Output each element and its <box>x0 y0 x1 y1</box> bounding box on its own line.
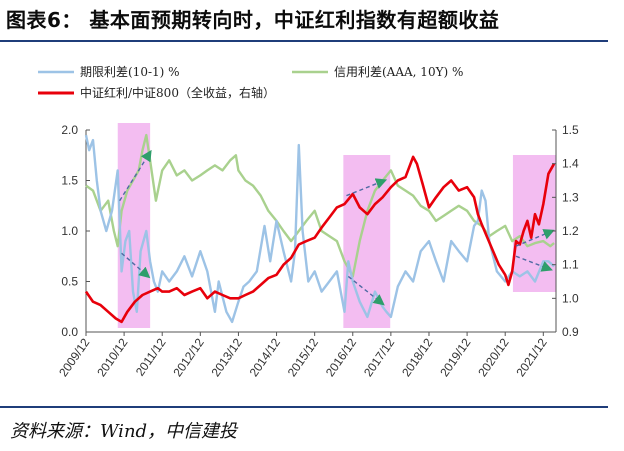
x-tick-label: 2017/12 <box>361 335 398 379</box>
legend-label: 中证红利/中证800（全收益，右轴） <box>80 85 275 100</box>
x-tick-label: 2012/12 <box>170 335 207 379</box>
x-tick-label: 2009/12 <box>56 335 93 379</box>
x-tick-label: 2018/12 <box>399 335 436 379</box>
x-tick-label: 2011/12 <box>133 335 169 378</box>
x-tick-label: 2021/12 <box>513 335 550 379</box>
right-tick-label: 1.3 <box>562 190 579 204</box>
right-tick-label: 0.9 <box>562 325 579 339</box>
title-rule <box>0 40 608 42</box>
legend-label: 信用利差(AAA, 10Y) % <box>334 65 463 79</box>
right-tick-label: 1.5 <box>562 123 579 137</box>
highlight-periods <box>117 123 556 328</box>
x-tick-label: 2015/12 <box>285 335 322 379</box>
left-tick-label: 0.5 <box>61 275 78 289</box>
left-tick-label: 1.5 <box>61 174 78 188</box>
x-tick-label: 2013/12 <box>209 335 246 379</box>
trend-arrow <box>121 252 151 279</box>
x-tick-label: 2014/12 <box>247 335 284 379</box>
right-tick-label: 1.0 <box>562 291 579 305</box>
x-tick-label: 2010/12 <box>94 335 131 379</box>
x-tick-label: 2016/12 <box>323 335 360 379</box>
legend-label: 期限利差(10-1) % <box>80 65 180 79</box>
trend-arrows <box>119 149 555 306</box>
chart-title: 图表6： 基本面预期转向时，中证红利指数有超额收益 <box>6 8 500 32</box>
legend: 期限利差(10-1) % 信用利差(AAA, 10Y) % 中证红利/中证800（全… <box>38 65 463 100</box>
x-tick-label: 2019/12 <box>437 335 474 379</box>
left-tick-label: 2.0 <box>61 123 78 137</box>
right-tick-label: 1.4 <box>562 157 579 171</box>
chart: 期限利差(10-1) % 信用利差(AAA, 10Y) % 中证红利/中证800（全… <box>38 65 579 379</box>
series-line-1 <box>85 133 555 278</box>
trend-arrow <box>119 149 152 202</box>
series-layer <box>84 133 556 324</box>
source-note: 资料来源：Wind，中信建投 <box>10 421 238 442</box>
right-tick-label: 1.1 <box>562 258 579 272</box>
series-line-0 <box>84 134 555 324</box>
trend-arrow <box>515 255 553 272</box>
right-tick-label: 1.2 <box>562 224 579 238</box>
trend-arrow <box>347 275 385 306</box>
series-line-2 <box>84 155 556 324</box>
bottom-rule <box>0 406 608 408</box>
x-tick-label: 2020/12 <box>475 335 512 379</box>
left-tick-label: 0.0 <box>61 325 78 339</box>
left-tick-label: 1.0 <box>61 224 78 238</box>
